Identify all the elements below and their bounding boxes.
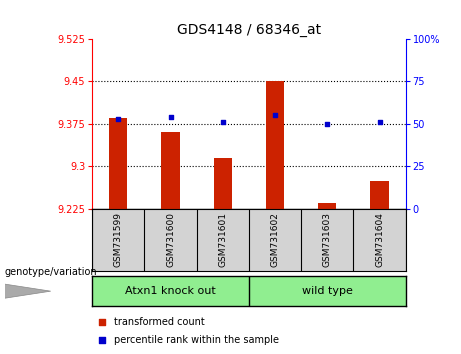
Bar xyxy=(214,158,232,209)
Text: wild type: wild type xyxy=(302,286,353,296)
Point xyxy=(376,119,383,125)
Point xyxy=(167,114,174,120)
Bar xyxy=(161,132,180,209)
Point xyxy=(219,119,226,125)
Text: genotype/variation: genotype/variation xyxy=(5,267,97,277)
Point xyxy=(115,116,122,122)
Polygon shape xyxy=(5,284,51,298)
Point xyxy=(272,113,279,118)
Point xyxy=(98,337,105,342)
Point xyxy=(98,320,105,325)
Text: GSM731600: GSM731600 xyxy=(166,212,175,267)
Text: percentile rank within the sample: percentile rank within the sample xyxy=(114,335,279,344)
Point xyxy=(324,121,331,127)
Bar xyxy=(318,203,337,209)
Text: transformed count: transformed count xyxy=(114,318,205,327)
Title: GDS4148 / 68346_at: GDS4148 / 68346_at xyxy=(177,23,321,36)
Bar xyxy=(371,181,389,209)
Text: GSM731603: GSM731603 xyxy=(323,212,332,267)
Bar xyxy=(109,118,127,209)
Bar xyxy=(266,81,284,209)
Text: GSM731602: GSM731602 xyxy=(271,212,279,267)
Text: GSM731601: GSM731601 xyxy=(219,212,227,267)
Text: GSM731599: GSM731599 xyxy=(114,212,123,267)
Text: Atxn1 knock out: Atxn1 knock out xyxy=(125,286,216,296)
Text: GSM731604: GSM731604 xyxy=(375,212,384,267)
